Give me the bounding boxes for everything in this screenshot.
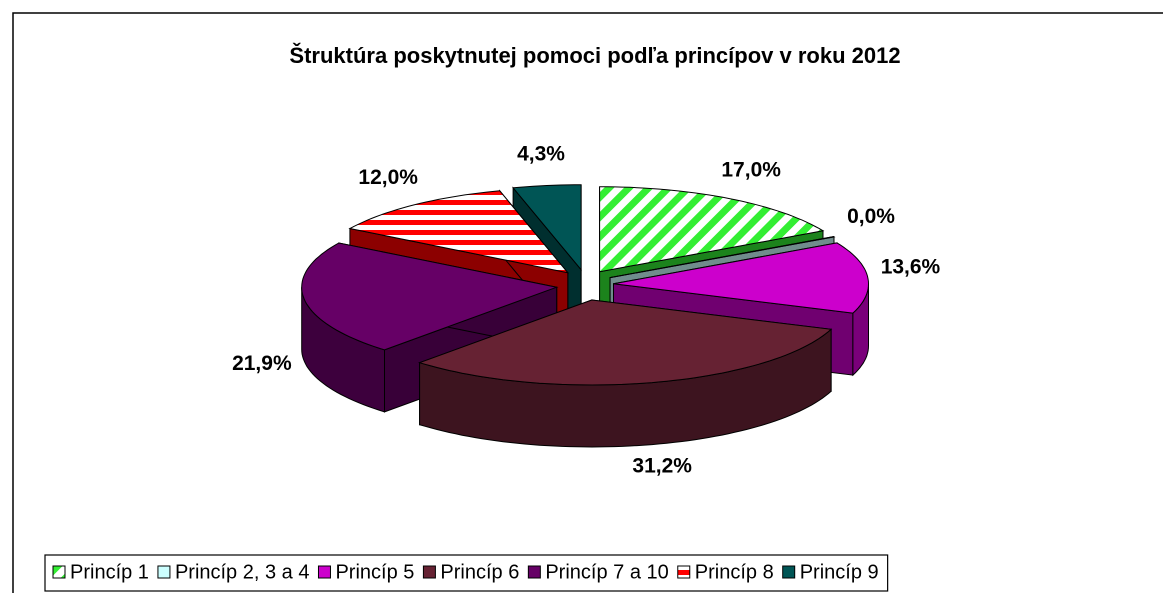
slice: [610, 236, 836, 279]
pie: 17,0% 0,0% 13,6% 31,2% 21,9% 12,0% 4,3%: [232, 142, 940, 477]
data-label: 13,6%: [881, 255, 941, 278]
slice: [512, 184, 582, 272]
legend-swatch: [52, 565, 66, 579]
legend-swatch: [317, 565, 331, 579]
legend-swatch: [677, 565, 691, 579]
legend-box: [44, 554, 889, 592]
data-label: 0,0%: [847, 205, 895, 228]
legend-label: Princíp 7 a 10: [545, 561, 668, 583]
legend-label: Princíp 1: [70, 561, 149, 583]
legend-label: Princíp 9: [800, 561, 879, 583]
legend-label: Princíp 5: [335, 561, 414, 583]
data-label: 17,0%: [721, 158, 781, 181]
legend-label: Princíp 2, 3 a 4: [175, 561, 310, 583]
data-label: 21,9%: [232, 352, 292, 375]
slice: [348, 190, 570, 274]
legend-swatch: [157, 565, 171, 579]
slice: [613, 242, 870, 314]
legend: Princíp 1 Princíp 2, 3 a 4 Princíp 5 Princí…: [44, 554, 889, 592]
data-label: 31,2%: [632, 454, 692, 477]
slice: [301, 242, 559, 351]
legend-label: Princíp 6: [440, 561, 519, 583]
data-label: 4,3%: [517, 142, 565, 165]
slice: [417, 299, 833, 386]
legend-swatch: [782, 565, 796, 579]
data-label: 12,0%: [358, 166, 418, 189]
slice: [599, 186, 825, 273]
legend-swatch: [422, 565, 436, 579]
legend-swatch: [527, 565, 541, 579]
chart-title: Štruktúra poskytnutej pomoci podľa princ…: [289, 43, 900, 68]
legend-label: Princíp 8: [695, 561, 774, 583]
